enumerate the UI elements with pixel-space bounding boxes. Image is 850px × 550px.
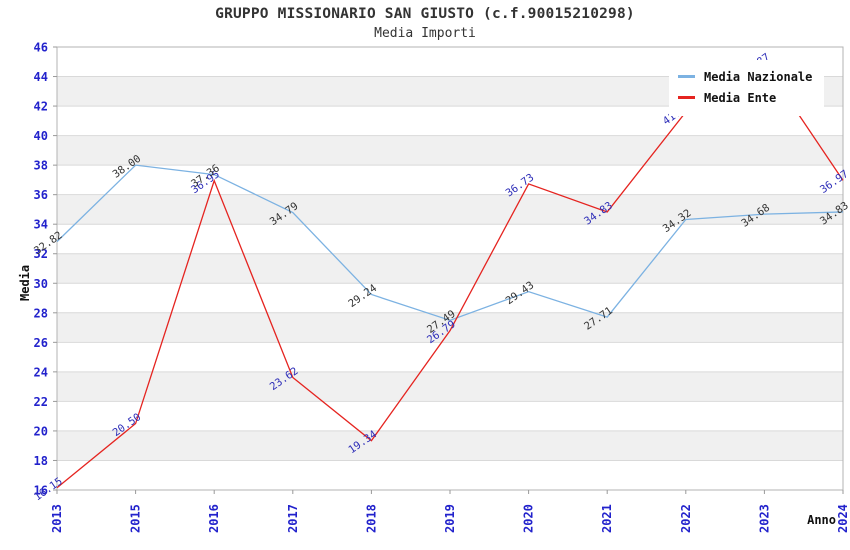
plot-band [57, 401, 843, 431]
y-tick-label: 44 [34, 70, 48, 84]
y-tick-label: 24 [34, 365, 48, 379]
x-tick-label: 2022 [679, 504, 693, 533]
plot-band [57, 224, 843, 254]
x-tick-label: 2021 [600, 504, 614, 533]
plot-band [57, 460, 843, 490]
y-tick-label: 38 [34, 159, 48, 173]
x-tick-label: 2023 [757, 504, 771, 533]
plot-band [57, 371, 843, 402]
x-tick-label: 2017 [286, 504, 300, 533]
x-tick-label: 2018 [364, 504, 378, 533]
x-tick-label: 2020 [522, 504, 536, 533]
x-tick-label: 2013 [50, 504, 64, 533]
plot-band [57, 165, 843, 195]
y-tick-label: 30 [34, 277, 48, 291]
legend-item-media-nazionale: Media Nazionale [678, 66, 812, 87]
plot-band [57, 342, 843, 372]
chart-title: GRUPPO MISSIONARIO SAN GIUSTO (c.f.90015… [215, 6, 635, 22]
plot-band [57, 283, 843, 313]
y-tick-label: 20 [34, 424, 48, 438]
line-swatch-icon [678, 96, 695, 99]
legend-label-media-nazionale: Media Nazionale [704, 69, 813, 84]
series-line-media-nazionale [56, 164, 844, 322]
y-tick-label: 40 [34, 129, 48, 143]
plot-band [57, 135, 843, 166]
y-axis-title: Media [18, 265, 32, 301]
y-tick-label: 18 [34, 454, 48, 468]
x-tick-label: 2019 [443, 504, 457, 533]
legend: Media Nazionale Media Ente [669, 60, 825, 116]
y-tick-label: 28 [34, 306, 48, 320]
y-tick-label: 16 [34, 484, 48, 498]
x-axis-title: Anno [807, 513, 836, 527]
x-tick-label: 2015 [129, 504, 143, 533]
chart-subtitle: Media Importi [374, 26, 476, 41]
y-tick-label: 26 [34, 336, 48, 350]
y-tick-label: 22 [34, 395, 48, 409]
legend-label-media-ente: Media Ente [704, 90, 777, 105]
line-swatch-icon [678, 75, 695, 78]
x-tick-label: 2024 [836, 504, 850, 533]
y-tick-label: 36 [34, 188, 48, 202]
plot-band [57, 312, 843, 343]
y-tick-label: 34 [34, 218, 48, 232]
plot-band [57, 194, 843, 225]
plot-band [57, 430, 843, 461]
y-tick-label: 46 [34, 41, 48, 55]
y-tick-label: 42 [34, 100, 48, 114]
plot-band [57, 253, 843, 284]
legend-item-media-ente: Media Ente [678, 87, 812, 108]
x-tick-label: 2016 [207, 504, 221, 533]
y-tick-label: 32 [34, 247, 48, 261]
